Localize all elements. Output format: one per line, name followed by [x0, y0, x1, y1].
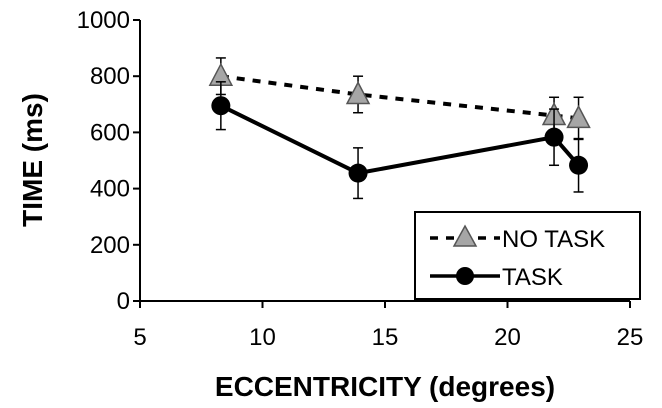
- x-tick-label: 20: [494, 324, 521, 351]
- x-tick-label: 5: [133, 324, 146, 351]
- x-tick-label: 15: [372, 324, 399, 351]
- legend-label-no-task: NO TASK: [502, 226, 605, 253]
- y-tick-label: 1000: [77, 7, 130, 34]
- x-axis-title: ECCENTRICITY (degrees): [215, 371, 555, 402]
- series-layer: [208, 57, 591, 200]
- y-axis: 0 200 400 600 800 1000: [77, 7, 141, 315]
- legend-marker-task: [456, 267, 474, 285]
- y-axis-title: TIME (ms): [17, 93, 48, 227]
- data-point: [544, 127, 564, 147]
- y-tick-label: 200: [90, 232, 130, 259]
- y-tick-label: 600: [90, 119, 130, 146]
- legend-box: [414, 211, 641, 300]
- y-tick-label: 0: [117, 288, 130, 315]
- series-task: [211, 81, 589, 200]
- data-point: [348, 163, 368, 183]
- data-point: [345, 80, 371, 105]
- y-tick-label: 800: [90, 63, 130, 90]
- x-tick-label: 10: [249, 324, 276, 351]
- x-axis: 5 10 15 20 25: [133, 300, 644, 351]
- data-point: [569, 155, 589, 175]
- series-line-task: [219, 103, 581, 176]
- series-line-no-task: [220, 74, 579, 121]
- legend-marker-no-task: [452, 224, 478, 247]
- data-point: [566, 104, 591, 129]
- y-tick-label: 400: [90, 176, 130, 203]
- legend: NO TASK TASK: [414, 211, 641, 300]
- legend-label-task: TASK: [502, 264, 563, 291]
- x-tick-label: 25: [617, 324, 644, 351]
- data-point: [211, 96, 231, 116]
